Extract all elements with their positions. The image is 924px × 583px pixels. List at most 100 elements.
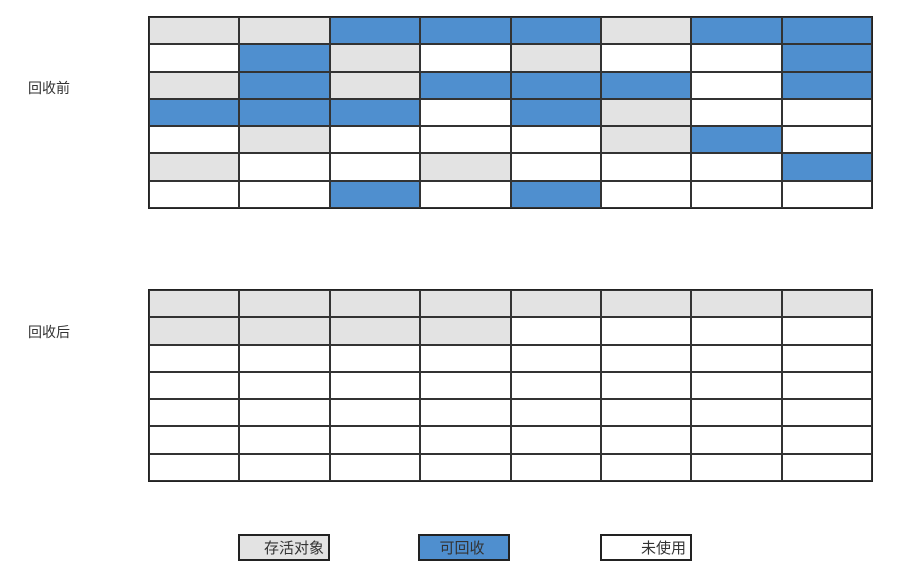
memory-cell-unused: [510, 453, 601, 482]
memory-cell-unused: [239, 153, 330, 181]
memory-cell-unused: [239, 371, 330, 400]
memory-cell-reclaimable: [510, 98, 601, 127]
memory-cell-unused: [691, 453, 782, 482]
memory-cell-unused: [149, 344, 240, 372]
memory-cell-unused: [600, 399, 692, 427]
memory-cell-reclaimable: [149, 98, 240, 127]
memory-cell-live: [329, 71, 421, 99]
memory-cell-unused: [510, 126, 601, 154]
memory-cell-reclaimable: [600, 71, 692, 99]
memory-cell-unused: [510, 399, 601, 427]
memory-cell-unused: [239, 399, 330, 427]
memory-cell-reclaimable: [329, 98, 421, 127]
memory-cell-unused: [510, 426, 601, 454]
memory-cell-live: [149, 71, 240, 99]
memory-cell-unused: [781, 317, 872, 345]
memory-cell-unused: [149, 371, 240, 400]
memory-cell-unused: [781, 344, 872, 372]
memory-cell-unused: [420, 126, 511, 154]
memory-cell-live: [600, 290, 692, 318]
memory-cell-reclaimable: [510, 17, 601, 45]
memory-cell-reclaimable: [510, 71, 601, 99]
before-label: 回收前: [28, 81, 70, 97]
memory-cell-unused: [781, 98, 872, 127]
memory-cell-unused: [149, 453, 240, 482]
memory-cell-unused: [600, 426, 692, 454]
memory-cell-unused: [329, 399, 421, 427]
memory-cell-unused: [691, 98, 782, 127]
memory-cell-reclaimable: [420, 71, 511, 99]
memory-cell-unused: [600, 344, 692, 372]
memory-cell-unused: [781, 426, 872, 454]
memory-cell-unused: [691, 180, 782, 209]
memory-cell-unused: [239, 180, 330, 209]
memory-cell-unused: [781, 399, 872, 427]
memory-cell-reclaimable: [691, 126, 782, 154]
memory-cell-unused: [781, 371, 872, 400]
memory-cell-unused: [420, 426, 511, 454]
memory-cell-unused: [329, 153, 421, 181]
memory-cell-unused: [149, 426, 240, 454]
memory-cell-live: [149, 317, 240, 345]
memory-cell-unused: [510, 371, 601, 400]
memory-cell-live: [600, 17, 692, 45]
memory-cell-live: [420, 290, 511, 318]
memory-cell-live: [510, 290, 601, 318]
memory-cell-unused: [600, 153, 692, 181]
after-label: 回收后: [28, 325, 70, 341]
memory-cell-reclaimable: [239, 71, 330, 99]
legend-label: 可回收: [439, 539, 485, 557]
legend-unused: 未使用: [600, 534, 692, 561]
memory-cell-unused: [420, 98, 511, 127]
memory-cell-unused: [510, 153, 601, 181]
memory-cell-live: [600, 98, 692, 127]
memory-cell-live: [329, 290, 421, 318]
memory-cell-unused: [600, 180, 692, 209]
memory-cell-unused: [781, 126, 872, 154]
memory-cell-live: [420, 153, 511, 181]
memory-cell-unused: [329, 426, 421, 454]
memory-cell-unused: [149, 180, 240, 209]
memory-cell-unused: [600, 317, 692, 345]
memory-cell-unused: [691, 71, 782, 99]
memory-cell-unused: [691, 399, 782, 427]
memory-cell-reclaimable: [239, 98, 330, 127]
memory-cell-unused: [149, 126, 240, 154]
memory-cell-unused: [510, 317, 601, 345]
legend-label: 存活对象: [263, 539, 324, 557]
memory-cell-unused: [149, 399, 240, 427]
legend-label: 未使用: [640, 539, 686, 557]
memory-cell-live: [329, 317, 421, 345]
memory-cell-reclaimable: [510, 180, 601, 209]
memory-cell-unused: [420, 371, 511, 400]
memory-cell-unused: [420, 399, 511, 427]
memory-grid-before: [148, 16, 873, 210]
memory-cell-unused: [239, 344, 330, 372]
memory-cell-unused: [691, 344, 782, 372]
memory-cell-unused: [420, 180, 511, 209]
memory-cell-unused: [420, 453, 511, 482]
memory-cell-unused: [420, 344, 511, 372]
memory-cell-unused: [600, 453, 692, 482]
memory-cell-live: [239, 17, 330, 45]
memory-cell-unused: [600, 371, 692, 400]
memory-cell-live: [600, 126, 692, 154]
memory-cell-reclaimable: [781, 71, 872, 99]
legend-reclaimable: 可回收: [418, 534, 510, 561]
memory-cell-live: [149, 290, 240, 318]
memory-cell-live: [781, 290, 872, 318]
legend-live-objects: 存活对象: [238, 534, 330, 561]
memory-cell-live: [510, 44, 601, 72]
memory-cell-unused: [239, 453, 330, 482]
memory-cell-unused: [691, 426, 782, 454]
memory-cell-live: [149, 17, 240, 45]
memory-cell-reclaimable: [329, 180, 421, 209]
memory-cell-reclaimable: [239, 44, 330, 72]
memory-cell-unused: [600, 44, 692, 72]
memory-cell-unused: [691, 371, 782, 400]
memory-cell-reclaimable: [781, 153, 872, 181]
memory-cell-live: [239, 317, 330, 345]
memory-cell-unused: [691, 317, 782, 345]
memory-cell-unused: [691, 153, 782, 181]
memory-cell-live: [149, 153, 240, 181]
